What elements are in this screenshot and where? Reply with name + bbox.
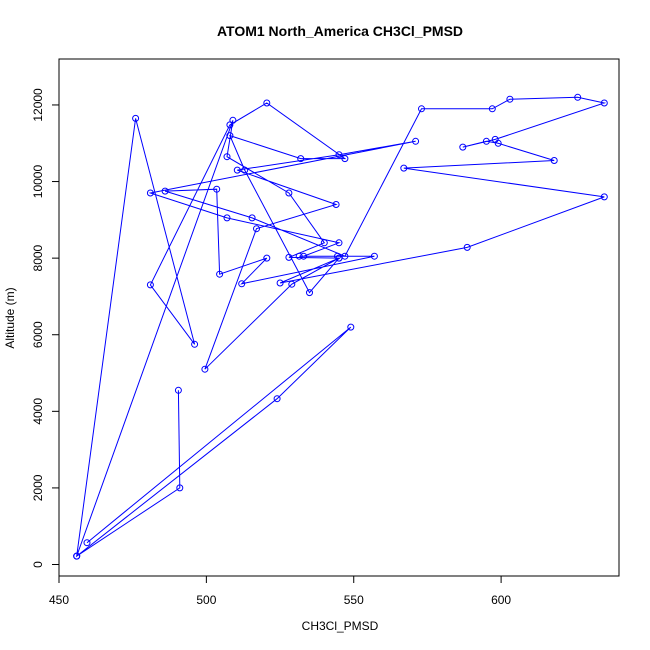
data-point <box>273 395 281 403</box>
data-point <box>574 93 582 101</box>
y-tick-label: 10000 <box>31 165 45 199</box>
series-layer <box>73 93 608 560</box>
data-point <box>494 139 502 147</box>
x-tick-label: 450 <box>49 593 69 607</box>
y-tick-label: 6000 <box>31 321 45 348</box>
x-tick-label: 500 <box>196 593 216 607</box>
data-point <box>253 225 260 233</box>
data-point <box>73 552 81 560</box>
data-point <box>223 214 231 222</box>
y-axis: 0 2000 4000 6000 8000 10000 12000 <box>31 88 60 568</box>
data-point <box>370 252 378 260</box>
data-point <box>334 252 341 260</box>
data-point <box>83 539 91 547</box>
data-point <box>174 386 182 394</box>
data-point <box>335 239 343 247</box>
series-line <box>75 96 607 558</box>
data-point <box>263 254 271 262</box>
data-point <box>335 254 343 262</box>
data-point <box>347 323 355 331</box>
plot-frame <box>58 58 620 577</box>
data-point <box>418 105 425 113</box>
data-point <box>241 166 249 174</box>
data-point <box>132 114 140 122</box>
data-point <box>285 253 293 261</box>
y-tick-label: 12000 <box>31 88 45 122</box>
data-point <box>288 280 296 288</box>
data-point <box>297 155 305 163</box>
data-point <box>201 365 209 373</box>
x-axis-label: CH3Cl_PMSD <box>302 619 379 633</box>
data-point <box>295 252 303 260</box>
data-point <box>238 280 246 288</box>
data-point <box>463 243 471 251</box>
data-point <box>176 484 184 492</box>
data-point <box>412 137 420 145</box>
data-point <box>482 137 490 145</box>
data-point <box>320 239 328 247</box>
data-point <box>146 189 154 197</box>
data-point <box>248 214 256 222</box>
data-point <box>506 95 514 103</box>
data-point <box>335 151 343 159</box>
data-point <box>341 155 349 163</box>
data-point <box>191 340 199 348</box>
data-point <box>216 270 224 278</box>
data-point <box>263 99 271 107</box>
chart-title: ATOM1 North_America CH3Cl_PMSD <box>217 23 463 39</box>
data-point <box>226 132 234 140</box>
x-axis: 450 500 550 600 <box>49 575 511 607</box>
data-point <box>600 193 608 201</box>
data-point <box>285 189 293 197</box>
data-point <box>459 143 467 151</box>
x-tick-label: 550 <box>344 593 364 607</box>
data-point <box>488 105 496 113</box>
data-point <box>300 252 308 260</box>
y-tick-label: 8000 <box>31 244 45 271</box>
y-tick-label: 4000 <box>31 398 45 425</box>
y-tick-label: 0 <box>31 561 45 568</box>
data-point <box>223 153 231 161</box>
data-point <box>400 164 408 172</box>
data-point <box>229 116 237 124</box>
x-tick-label: 600 <box>491 593 511 607</box>
y-tick-label: 2000 <box>31 474 45 501</box>
y-axis-label: Altitude (m) <box>3 287 17 348</box>
data-point <box>332 201 340 208</box>
data-point <box>600 99 608 107</box>
data-point <box>213 185 221 193</box>
data-point <box>276 279 284 287</box>
data-point <box>233 166 241 174</box>
data-point <box>550 157 558 164</box>
data-point <box>161 187 169 195</box>
data-point <box>146 281 154 289</box>
data-point <box>306 289 313 297</box>
